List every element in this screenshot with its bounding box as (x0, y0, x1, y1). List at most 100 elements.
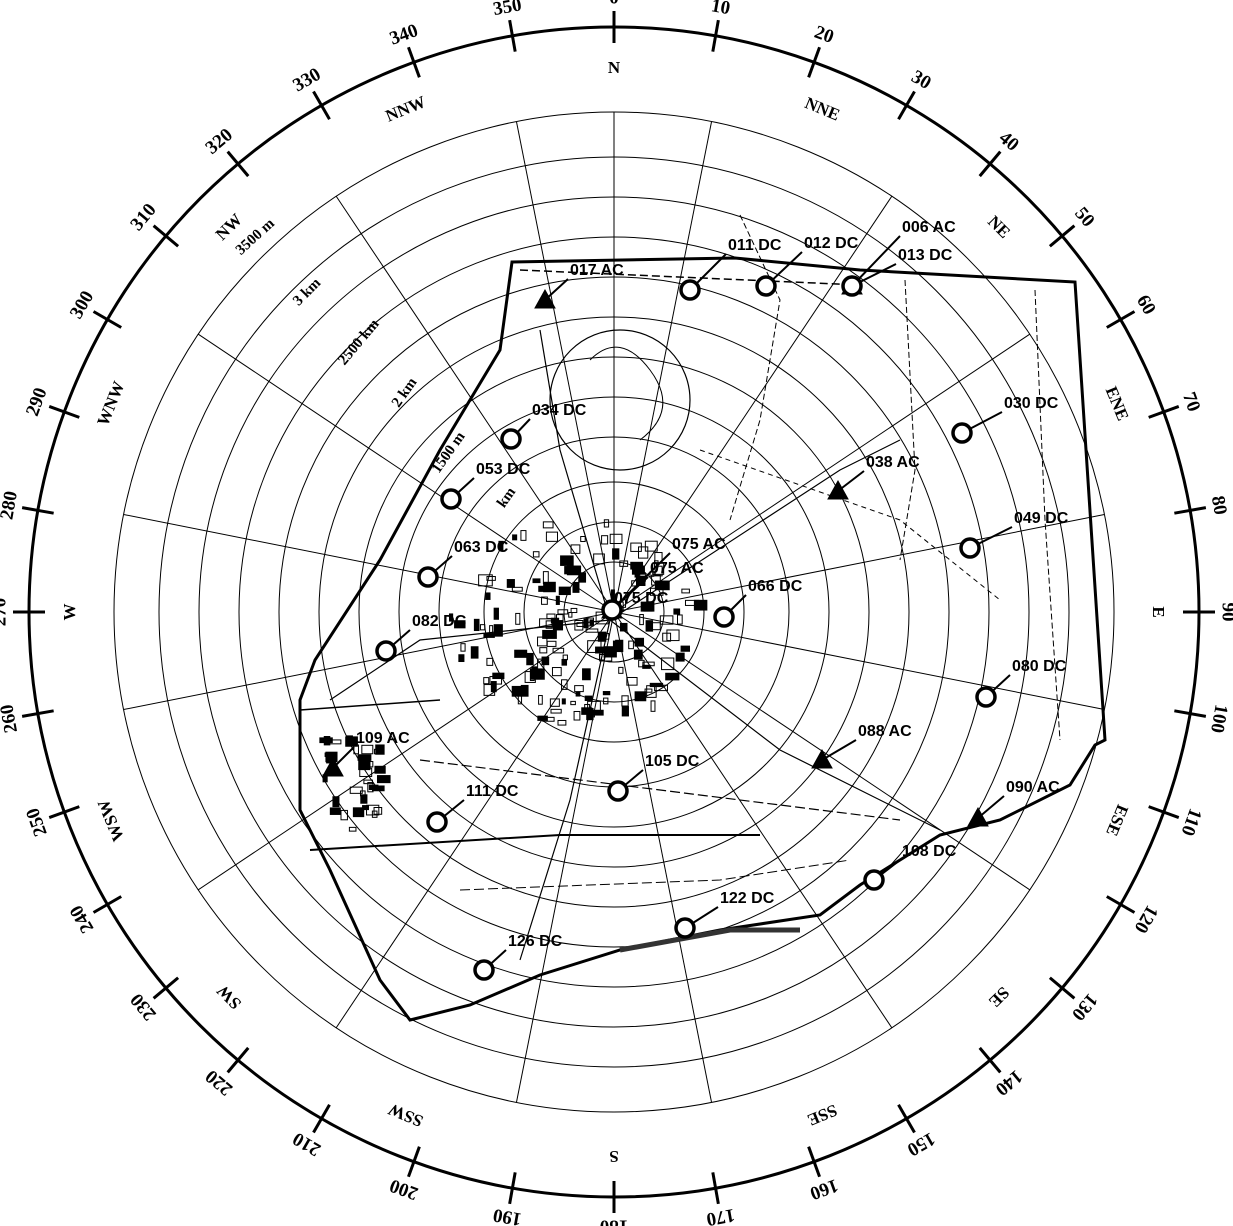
building (592, 709, 604, 716)
sector-boundary-line (613, 611, 1105, 711)
dc-station-marker (959, 537, 981, 559)
station-030-dc: 030 DC (951, 395, 1059, 444)
station-038-ac: 038 AC (827, 454, 920, 500)
station-053-dc: 053 DC (440, 461, 531, 510)
bearing-tick (807, 46, 821, 78)
degree-label: 30 (908, 66, 935, 94)
building (650, 700, 656, 712)
dc-station-marker (417, 566, 439, 588)
building (511, 586, 523, 592)
building (552, 647, 565, 654)
building (340, 809, 348, 821)
building (542, 571, 549, 584)
building (570, 700, 576, 706)
building (555, 595, 560, 605)
building (348, 826, 357, 832)
building (618, 666, 624, 674)
building (532, 551, 540, 558)
building (558, 586, 571, 596)
ring-distance-label: 2500 km (335, 316, 383, 368)
bearing-tick (21, 506, 54, 515)
degree-label: 80 (1207, 494, 1231, 516)
bearing-tick (1106, 310, 1136, 329)
sector-boundary-line (335, 611, 615, 1029)
degree-label: 130 (1067, 989, 1101, 1024)
station-122-dc: 122 DC (674, 890, 775, 939)
building (542, 716, 555, 722)
compass-label: S (609, 1147, 618, 1166)
bearing-tick (92, 895, 122, 914)
building (485, 592, 491, 600)
building (642, 661, 655, 667)
sector-boundary-line (613, 611, 893, 1029)
compass-label: NNW (383, 92, 429, 125)
building (619, 560, 629, 567)
building (654, 552, 663, 564)
bearing-tick (48, 805, 80, 819)
building (673, 608, 681, 615)
building (473, 618, 480, 632)
degree-label: 160 (807, 1174, 841, 1203)
building (512, 534, 518, 541)
degree-label: 140 (991, 1065, 1026, 1099)
bearing-tick (1148, 805, 1180, 819)
station-017-ac: 017 AC (534, 262, 624, 309)
building (520, 530, 527, 541)
ac-station-marker (811, 748, 833, 769)
dc-station-marker (440, 488, 462, 510)
dc-station-marker (473, 959, 495, 981)
compass-label: E (1149, 606, 1168, 617)
degree-label: 190 (491, 1204, 523, 1226)
building (514, 649, 528, 658)
building (530, 668, 545, 680)
dc-station-marker (713, 606, 735, 628)
bearing-tick (1106, 895, 1136, 914)
sector-boundary-line (335, 195, 615, 613)
degree-label: 300 (66, 287, 98, 322)
building (593, 553, 605, 565)
compass-label: N (608, 58, 621, 77)
building (448, 613, 454, 622)
building (561, 679, 568, 690)
building (511, 685, 523, 697)
station-label: 108 DC (902, 843, 957, 860)
bearing-tick (226, 1046, 250, 1074)
station-label: 049 DC (1014, 510, 1069, 527)
station-label: 126 DC (508, 933, 563, 950)
sector-boundary-line (515, 121, 615, 613)
building (329, 807, 341, 815)
central-built-up-area (319, 519, 708, 832)
building (601, 535, 609, 545)
sector-boundary-line (613, 121, 713, 613)
station-012-dc: 012 DC (755, 235, 859, 297)
building (631, 565, 645, 575)
ac-station-marker (534, 288, 556, 309)
building (597, 631, 607, 642)
building (675, 652, 685, 662)
building (460, 643, 466, 652)
building (654, 565, 663, 577)
building (358, 760, 371, 771)
building (524, 671, 536, 683)
building (520, 684, 529, 697)
building (584, 695, 593, 701)
building (561, 698, 566, 705)
station-049-dc: 049 DC (959, 510, 1069, 559)
building (492, 672, 505, 680)
building (546, 613, 556, 619)
building (582, 668, 591, 681)
building (541, 656, 550, 666)
degree-label: 60 (1132, 291, 1160, 318)
station-108-dc: 108 DC (863, 843, 957, 891)
degree-label: 120 (1130, 901, 1162, 936)
degree-label: 310 (126, 200, 160, 235)
building (651, 574, 661, 586)
station-label: 075 AC (650, 560, 704, 577)
building (374, 765, 386, 774)
building (537, 636, 548, 647)
building (557, 609, 569, 615)
dc-station-marker (375, 640, 397, 662)
dc-station-marker (500, 428, 522, 450)
station-034-dc: 034 DC (500, 402, 587, 450)
ac-station-marker (322, 756, 344, 777)
